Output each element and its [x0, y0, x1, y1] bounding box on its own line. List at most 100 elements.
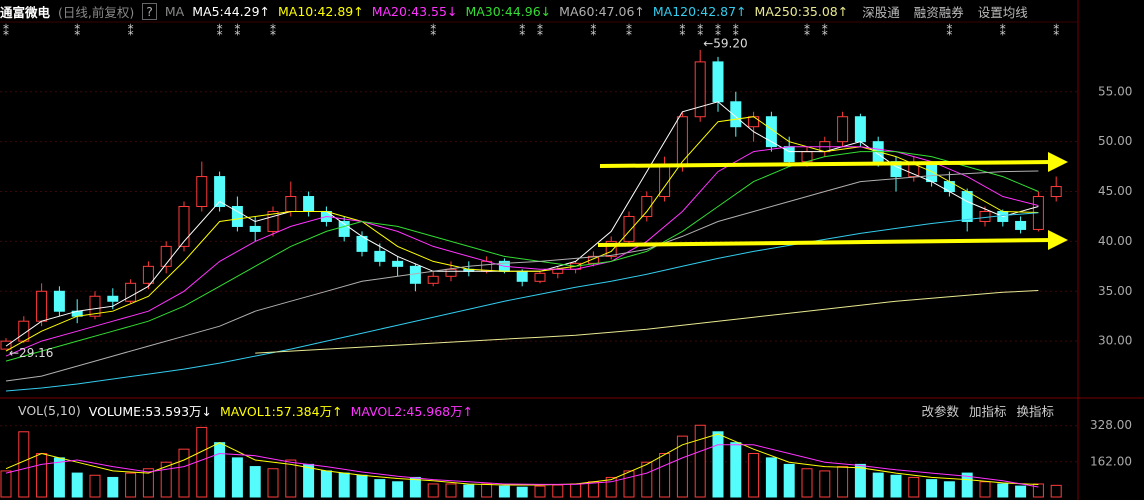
event-marker: ⁑ — [715, 24, 721, 39]
ma-legend: MA5:44.29↑ — [192, 3, 270, 19]
volume-bar — [160, 461, 172, 498]
candle-body — [961, 191, 973, 222]
volume-bar — [498, 485, 510, 498]
volume-bar — [338, 472, 350, 498]
volume-bar — [943, 481, 955, 498]
volume-bar — [605, 476, 617, 498]
volume-bar — [178, 448, 190, 498]
ma-line — [5, 151, 1039, 362]
candle-body — [926, 163, 938, 183]
candle-body — [427, 275, 439, 284]
volume-bar — [18, 431, 30, 498]
indicator-button[interactable]: 加指标 — [968, 404, 1007, 419]
ma-legend: MA60:47.06↑ — [559, 3, 645, 19]
toolbar-link[interactable]: 深股通 — [862, 4, 900, 20]
volume-bar — [872, 472, 884, 498]
candle-body — [445, 268, 457, 277]
volume-bar — [427, 483, 439, 498]
volume-legend: MAVOL2:45.968万↑ — [350, 403, 474, 419]
volume-toolbar: VOL(5,10) VOLUME:53.593万↓ MAVOL1:57.384万↑ M… — [2, 401, 473, 419]
candle-body — [178, 206, 190, 247]
event-marker: ⁑ — [733, 24, 739, 39]
candle-body — [125, 282, 137, 302]
volume-bar — [890, 474, 902, 498]
candle-body — [374, 250, 386, 262]
ma-legend: MA20:43.55↓ — [371, 3, 458, 19]
volume-bar — [0, 470, 12, 498]
volume-bar — [36, 453, 48, 498]
event-marker: ⁑ — [822, 24, 828, 39]
volume-bar — [107, 476, 119, 498]
volume-bar — [303, 463, 315, 498]
volume-bar — [534, 485, 546, 498]
y-tick-label: 30.00 — [1098, 334, 1132, 348]
candle-body — [979, 210, 991, 222]
volume-bar — [71, 472, 83, 498]
candle-body — [1050, 186, 1062, 198]
indicator-button[interactable]: 改参数 — [921, 404, 959, 419]
candle-body — [712, 61, 724, 103]
candle-body — [623, 215, 635, 242]
ma-line — [5, 444, 1039, 488]
event-marker: ⁑ — [234, 24, 240, 39]
event-marker: ⁑ — [430, 24, 436, 39]
event-marker: ⁑ — [1000, 24, 1006, 39]
price-annotation: ←29.16 — [9, 346, 53, 360]
volume-bar — [837, 466, 849, 498]
volume-bar — [320, 470, 332, 498]
ma-line — [5, 170, 1039, 382]
volume-legend: VOLUME:53.593万↓ — [88, 403, 213, 419]
event-marker: ⁑ — [537, 24, 543, 39]
candle-body — [552, 268, 564, 274]
event-marker: ⁑ — [74, 24, 80, 39]
event-marker: ⁑ — [270, 24, 276, 39]
volume-bar — [570, 483, 582, 498]
volume-bar — [552, 484, 564, 498]
help-button[interactable]: ? — [142, 2, 157, 20]
volume-bar — [961, 472, 973, 498]
volume-bar — [1032, 483, 1044, 498]
volume-bar — [748, 453, 760, 498]
candle-body — [676, 116, 688, 168]
event-marker: ⁑ — [3, 24, 9, 39]
volume-title: VOL(5,10) — [18, 402, 81, 418]
candle-body — [534, 272, 546, 282]
volume-bar — [481, 483, 493, 498]
candle-body — [392, 260, 404, 267]
candle-body — [605, 240, 617, 257]
volume-bar — [392, 481, 404, 498]
volume-bar — [356, 474, 368, 498]
indicator-button[interactable]: 换指标 — [1016, 404, 1054, 419]
volume-bar — [997, 483, 1009, 498]
volume-bar — [926, 479, 938, 498]
volume-bar — [89, 474, 101, 498]
volume-bar — [659, 453, 671, 498]
ma-line — [255, 290, 1039, 354]
candle-body — [160, 245, 172, 267]
ma-line — [5, 212, 1039, 392]
y-tick-label: 55.00 — [1098, 84, 1132, 98]
volume-bar — [463, 484, 475, 498]
event-marker: ⁑ — [697, 24, 703, 39]
volume-bar — [783, 463, 795, 498]
volume-bar — [908, 476, 920, 498]
volume-buttons: 改参数 加指标 换指标 — [921, 401, 1054, 420]
volume-bar — [765, 457, 777, 498]
ma-line — [5, 433, 1039, 486]
volume-bar — [374, 479, 386, 498]
volume-bar — [231, 457, 243, 498]
y-tick-label: 328.00 — [1090, 418, 1132, 432]
candle-body — [267, 210, 279, 232]
volume-bar — [125, 472, 137, 498]
ma-title: MA — [164, 3, 185, 19]
chart-mode: (日线,前复权) — [58, 4, 135, 20]
toolbar-link[interactable]: 设置均线 — [977, 4, 1028, 20]
candle-body — [196, 176, 208, 207]
candle-body — [837, 116, 849, 143]
event-marker: ⁑ — [946, 24, 952, 39]
candle-body — [748, 116, 760, 128]
toolbar-link[interactable]: 融资融券 — [913, 4, 964, 20]
candle-body — [516, 270, 528, 282]
volume-bar — [196, 426, 208, 498]
